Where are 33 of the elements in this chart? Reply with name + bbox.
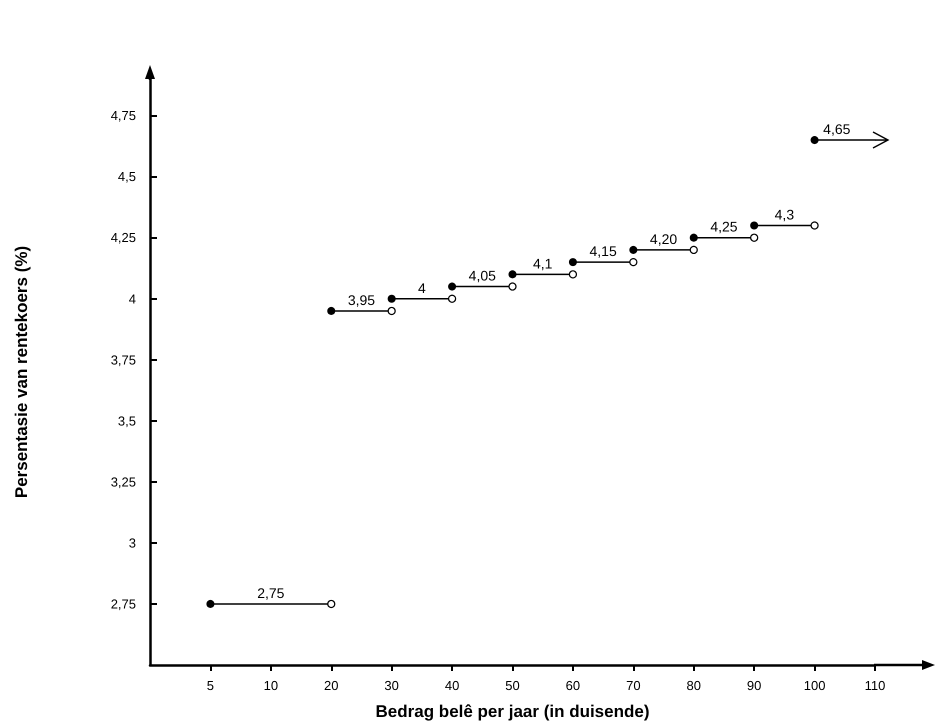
- y-tick-label: 3,5: [118, 413, 136, 428]
- y-tick-label: 2,75: [110, 596, 136, 612]
- series-label: 4,15: [590, 243, 617, 260]
- x-tick-label: 5: [206, 678, 214, 693]
- x-axis-title: Bedrag belê per jaar (in duisende): [376, 702, 650, 721]
- x-tick-label: 60: [566, 678, 580, 693]
- series-label: 3,95: [348, 292, 376, 308]
- y-tick-label: 4,75: [110, 108, 136, 124]
- y-tick-label: 3,25: [110, 474, 136, 490]
- x-tick-label: 20: [324, 678, 338, 693]
- x-tick-label: 10: [264, 678, 278, 693]
- series-label: 4,05: [468, 268, 496, 284]
- x-tick-label: 30: [384, 678, 399, 693]
- x-tick-label: 70: [626, 678, 641, 693]
- series-label: 4: [418, 280, 426, 296]
- y-tick-label: 4,25: [110, 230, 136, 246]
- x-tick-label: 80: [686, 678, 701, 693]
- y-tick-label: 4: [128, 291, 136, 306]
- series-label: 2,75: [257, 584, 285, 601]
- x-tick-label: 90: [746, 678, 762, 693]
- series-label: 4,3: [774, 206, 794, 222]
- x-tick-label: 40: [444, 678, 460, 693]
- series-label: 4,1: [532, 255, 553, 272]
- x-tick-label: 100: [804, 678, 826, 693]
- series-label: 4,20: [650, 230, 678, 247]
- x-tick-label: 110: [864, 678, 886, 693]
- x-tick-label: 50: [505, 678, 520, 693]
- series-label: 4,25: [710, 218, 738, 235]
- y-axis-title: Persentasie van rentekoers (%): [12, 246, 31, 498]
- y-tick-label: 4,5: [118, 169, 136, 184]
- y-tick-label: 3: [128, 535, 136, 550]
- y-tick-label: 3,75: [110, 352, 136, 368]
- series-label: 4,65: [823, 121, 851, 138]
